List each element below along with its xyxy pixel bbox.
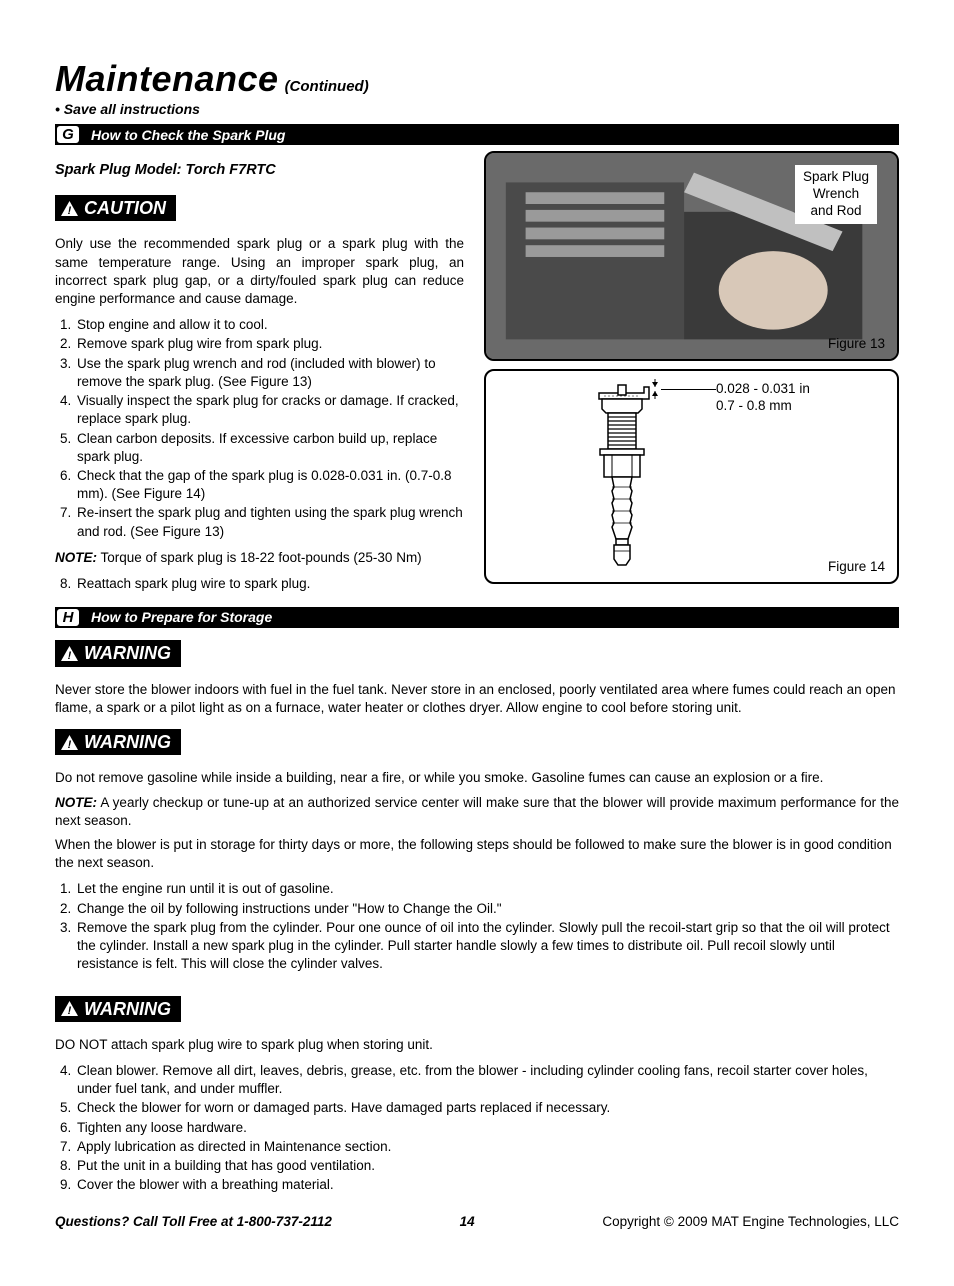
list-item: Change the oil by following instructions… (75, 900, 899, 918)
note-text: A yearly checkup or tune-up at an author… (55, 795, 899, 828)
storage-steps-4-9: Clean blower. Remove all dirt, leaves, d… (55, 1062, 899, 1195)
spark-plug-model: Spark Plug Model: Torch F7RTC (55, 161, 464, 181)
list-item: Remove spark plug wire from spark plug. (75, 335, 464, 353)
list-item: Clean carbon deposits. If excessive carb… (75, 430, 464, 466)
footer-copyright: Copyright © 2009 MAT Engine Technologies… (602, 1213, 899, 1231)
section-bar-h: H How to Prepare for Storage (55, 607, 899, 628)
list-item: Re-insert the spark plug and tighten usi… (75, 504, 464, 540)
section-g-step-8: Reattach spark plug wire to spark plug. (55, 575, 464, 593)
section-title-h: How to Prepare for Storage (91, 608, 272, 627)
warning-triangle-icon: ! (61, 1001, 78, 1016)
figure-14-caption: Figure 14 (828, 558, 885, 576)
svg-text:!: ! (68, 1005, 72, 1016)
figure-13-callout: Spark PlugWrenchand Rod (795, 165, 877, 224)
page-title-continued: (Continued) (285, 77, 369, 97)
section-letter-g: G (55, 124, 81, 145)
list-item: Reattach spark plug wire to spark plug. (75, 575, 464, 593)
section-g-steps-1-7: Stop engine and allow it to cool. Remove… (55, 316, 464, 541)
svg-text:!: ! (68, 650, 72, 661)
list-item: Check the blower for worn or damaged par… (75, 1099, 899, 1117)
list-item: Cover the blower with a breathing materi… (75, 1176, 899, 1194)
caution-badge: ! CAUTION (55, 195, 176, 221)
warning-1-text: Never store the blower indoors with fuel… (55, 681, 899, 717)
figure-14: 0.028 - 0.031 in 0.7 - 0.8 mm Figure 14 (484, 369, 899, 584)
list-item: Clean blower. Remove all dirt, leaves, d… (75, 1062, 899, 1098)
section-title-g: How to Check the Spark Plug (91, 126, 285, 145)
gap-mm: 0.7 - 0.8 mm (716, 398, 810, 415)
note-label: NOTE: (55, 550, 97, 565)
measurement-leader-line (661, 389, 716, 390)
list-item: Stop engine and allow it to cool. (75, 316, 464, 334)
warning-label: WARNING (84, 641, 171, 665)
svg-text:!: ! (68, 205, 72, 216)
warning-3-text: DO NOT attach spark plug wire to spark p… (55, 1036, 899, 1054)
warning-badge-1: ! WARNING (55, 640, 181, 666)
page-footer: Questions? Call Toll Free at 1-800-737-2… (55, 1213, 899, 1231)
save-instructions-note: • Save all instructions (55, 100, 899, 119)
note-text: Torque of spark plug is 18-22 foot-pound… (97, 550, 422, 565)
footer-phone: Questions? Call Toll Free at 1-800-737-2… (55, 1213, 332, 1231)
svg-text:!: ! (68, 739, 72, 750)
section-g-two-column: Spark Plug Model: Torch F7RTC ! CAUTION … (55, 151, 899, 601)
page-title: Maintenance (55, 55, 279, 104)
gap-inches: 0.028 - 0.031 in (716, 381, 810, 398)
section-letter-h: H (55, 607, 81, 628)
page-title-line: Maintenance (Continued) (55, 55, 899, 104)
list-item: Apply lubrication as directed in Mainten… (75, 1138, 899, 1156)
section-g-right: Spark PlugWrenchand Rod Figure 13 (484, 151, 899, 601)
warning-label: WARNING (84, 730, 171, 754)
warning-badge-2: ! WARNING (55, 729, 181, 755)
storage-intro: When the blower is put in storage for th… (55, 836, 899, 872)
caution-text: Only use the recommended spark plug or a… (55, 235, 464, 308)
list-item: Remove the spark plug from the cylinder.… (75, 919, 899, 974)
list-item: Tighten any loose hardware. (75, 1119, 899, 1137)
figure-13-caption: Figure 13 (828, 335, 885, 353)
warning-label: WARNING (84, 997, 171, 1021)
footer-page-number: 14 (460, 1213, 475, 1231)
section-g-left: Spark Plug Model: Torch F7RTC ! CAUTION … (55, 151, 464, 601)
list-item: Let the engine run until it is out of ga… (75, 880, 899, 898)
spark-plug-diagram (594, 379, 674, 579)
warning-triangle-icon: ! (61, 646, 78, 661)
figure-14-measurement: 0.028 - 0.031 in 0.7 - 0.8 mm (716, 381, 810, 415)
storage-steps-1-3: Let the engine run until it is out of ga… (55, 880, 899, 973)
figure-13-callout-text: Spark PlugWrenchand Rod (803, 169, 869, 220)
caution-label: CAUTION (84, 196, 166, 220)
list-item: Visually inspect the spark plug for crac… (75, 392, 464, 428)
torque-note: NOTE: Torque of spark plug is 18-22 foot… (55, 549, 464, 567)
section-bar-g: G How to Check the Spark Plug (55, 124, 899, 145)
warning-triangle-icon: ! (61, 201, 78, 216)
figure-13: Spark PlugWrenchand Rod Figure 13 (484, 151, 899, 361)
list-item: Check that the gap of the spark plug is … (75, 467, 464, 503)
warning-triangle-icon: ! (61, 735, 78, 750)
list-item: Use the spark plug wrench and rod (inclu… (75, 355, 464, 391)
note-label: NOTE: (55, 795, 97, 810)
list-item: Put the unit in a building that has good… (75, 1157, 899, 1175)
warning-badge-3: ! WARNING (55, 996, 181, 1022)
yearly-checkup-note: NOTE: A yearly checkup or tune-up at an … (55, 794, 899, 830)
warning-2-text: Do not remove gasoline while inside a bu… (55, 769, 899, 787)
